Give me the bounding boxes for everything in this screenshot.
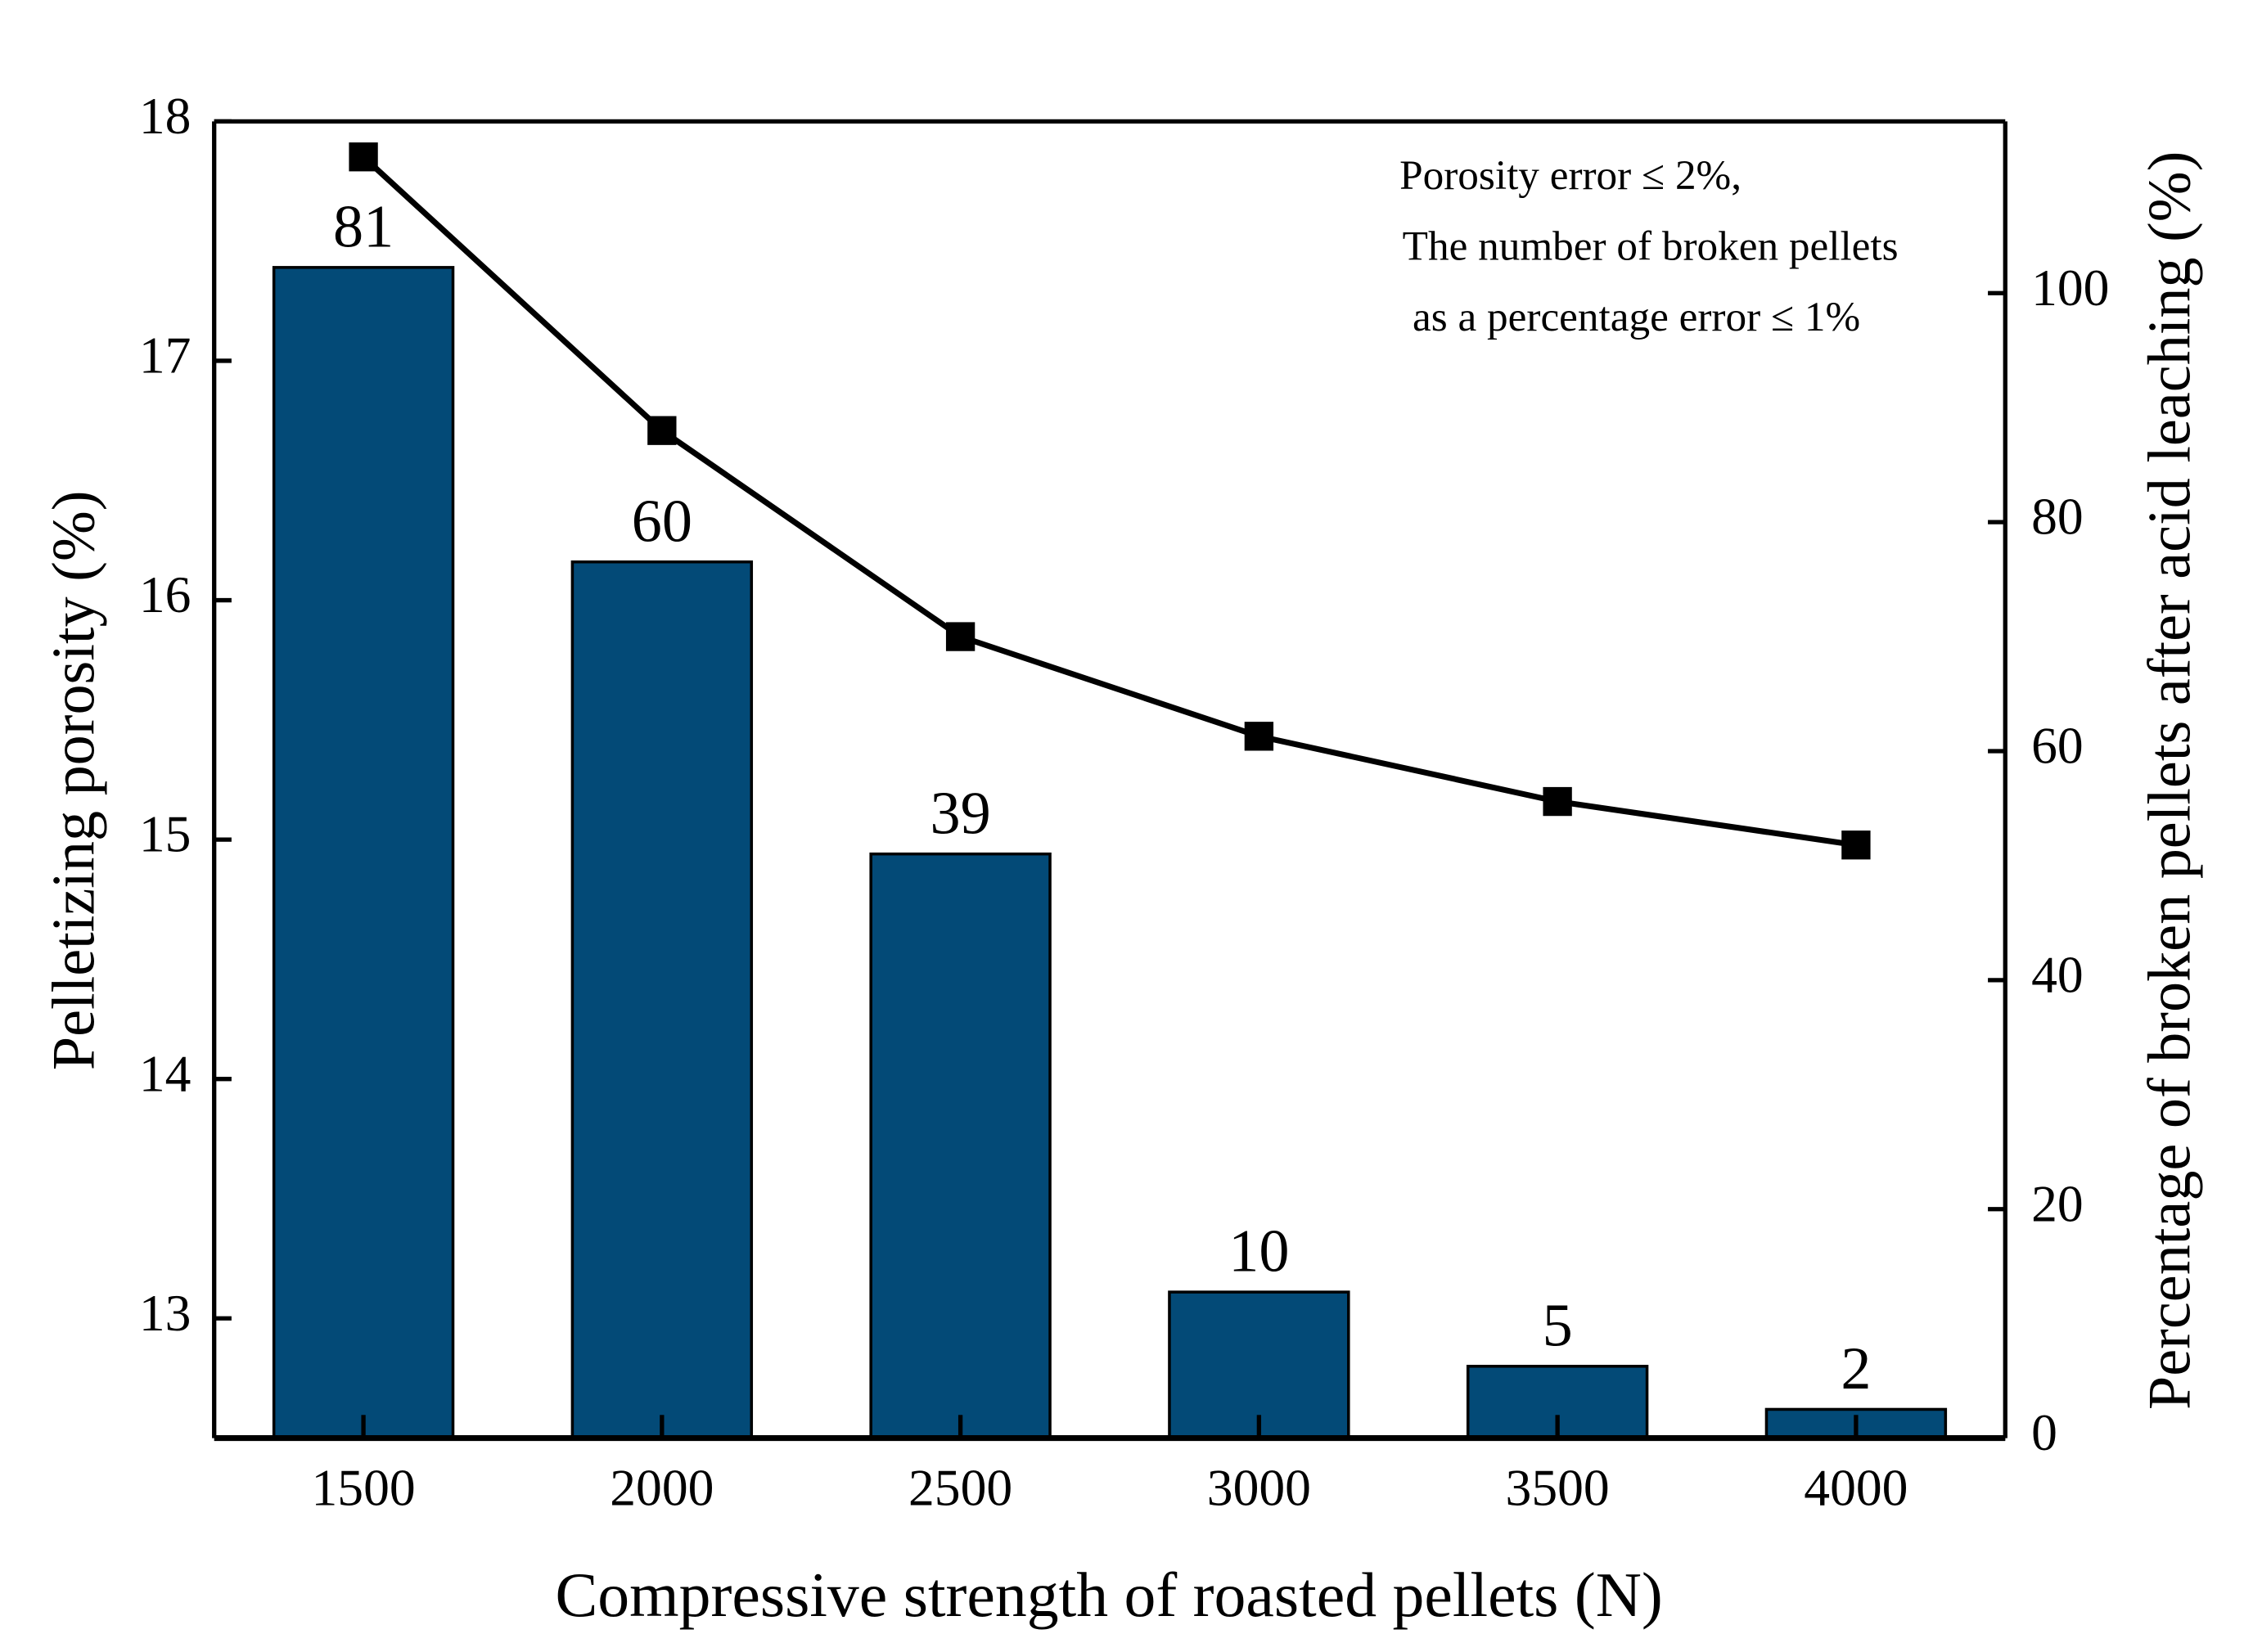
bar	[869, 852, 1052, 1440]
bar	[272, 266, 455, 1440]
bar-label: 39	[930, 780, 991, 847]
line	[361, 155, 1857, 849]
y-axis-label: Pelletizing porosity (%)	[40, 491, 107, 1071]
y-tick-label: 18	[139, 87, 192, 145]
y-tick-label: 13	[139, 1284, 192, 1342]
marker	[647, 416, 677, 445]
marker	[1244, 722, 1274, 751]
y-tick-label: 15	[139, 805, 192, 863]
bar-label: 81	[333, 193, 394, 260]
marker	[1543, 786, 1572, 817]
y-tick-label: 16	[139, 565, 192, 623]
y2-tick-label: 20	[2031, 1174, 2084, 1232]
x-tick-label: 1500	[312, 1458, 416, 1516]
bar-label: 5	[1543, 1292, 1573, 1359]
marker	[1841, 831, 1871, 860]
y2-axis-label: Percentage of broken pellets after acid …	[2137, 151, 2204, 1410]
y-tick-label: 14	[139, 1044, 192, 1102]
x-axis-label: Compressive strength of roasted pellets …	[555, 1560, 1662, 1630]
annotation: as a percentage error ≤ 1%	[1413, 294, 1860, 340]
y2-tick-label: 60	[2031, 717, 2084, 775]
bar	[570, 560, 754, 1440]
y2-tick-label: 80	[2031, 488, 2084, 546]
annotation: Porosity error ≤ 2%,	[1399, 152, 1742, 199]
x-tick-label: 2000	[610, 1458, 714, 1516]
bar-label: 2	[1841, 1335, 1871, 1402]
bar-label: 60	[632, 488, 692, 555]
x-tick-label: 4000	[1804, 1458, 1908, 1516]
y-tick-label: 17	[139, 326, 192, 385]
x-tick-label: 2500	[908, 1458, 1012, 1516]
bar-label: 10	[1228, 1218, 1289, 1285]
bar	[1168, 1290, 1350, 1440]
x-tick-label: 3000	[1207, 1458, 1311, 1516]
marker	[945, 622, 976, 651]
y2-tick-label: 0	[2031, 1403, 2057, 1461]
x-tick-label: 3500	[1506, 1458, 1610, 1516]
annotation: The number of broken pellets	[1403, 223, 1899, 269]
y2-tick-label: 100	[2031, 259, 2109, 317]
y2-tick-label: 40	[2031, 945, 2084, 1003]
marker	[349, 142, 378, 172]
